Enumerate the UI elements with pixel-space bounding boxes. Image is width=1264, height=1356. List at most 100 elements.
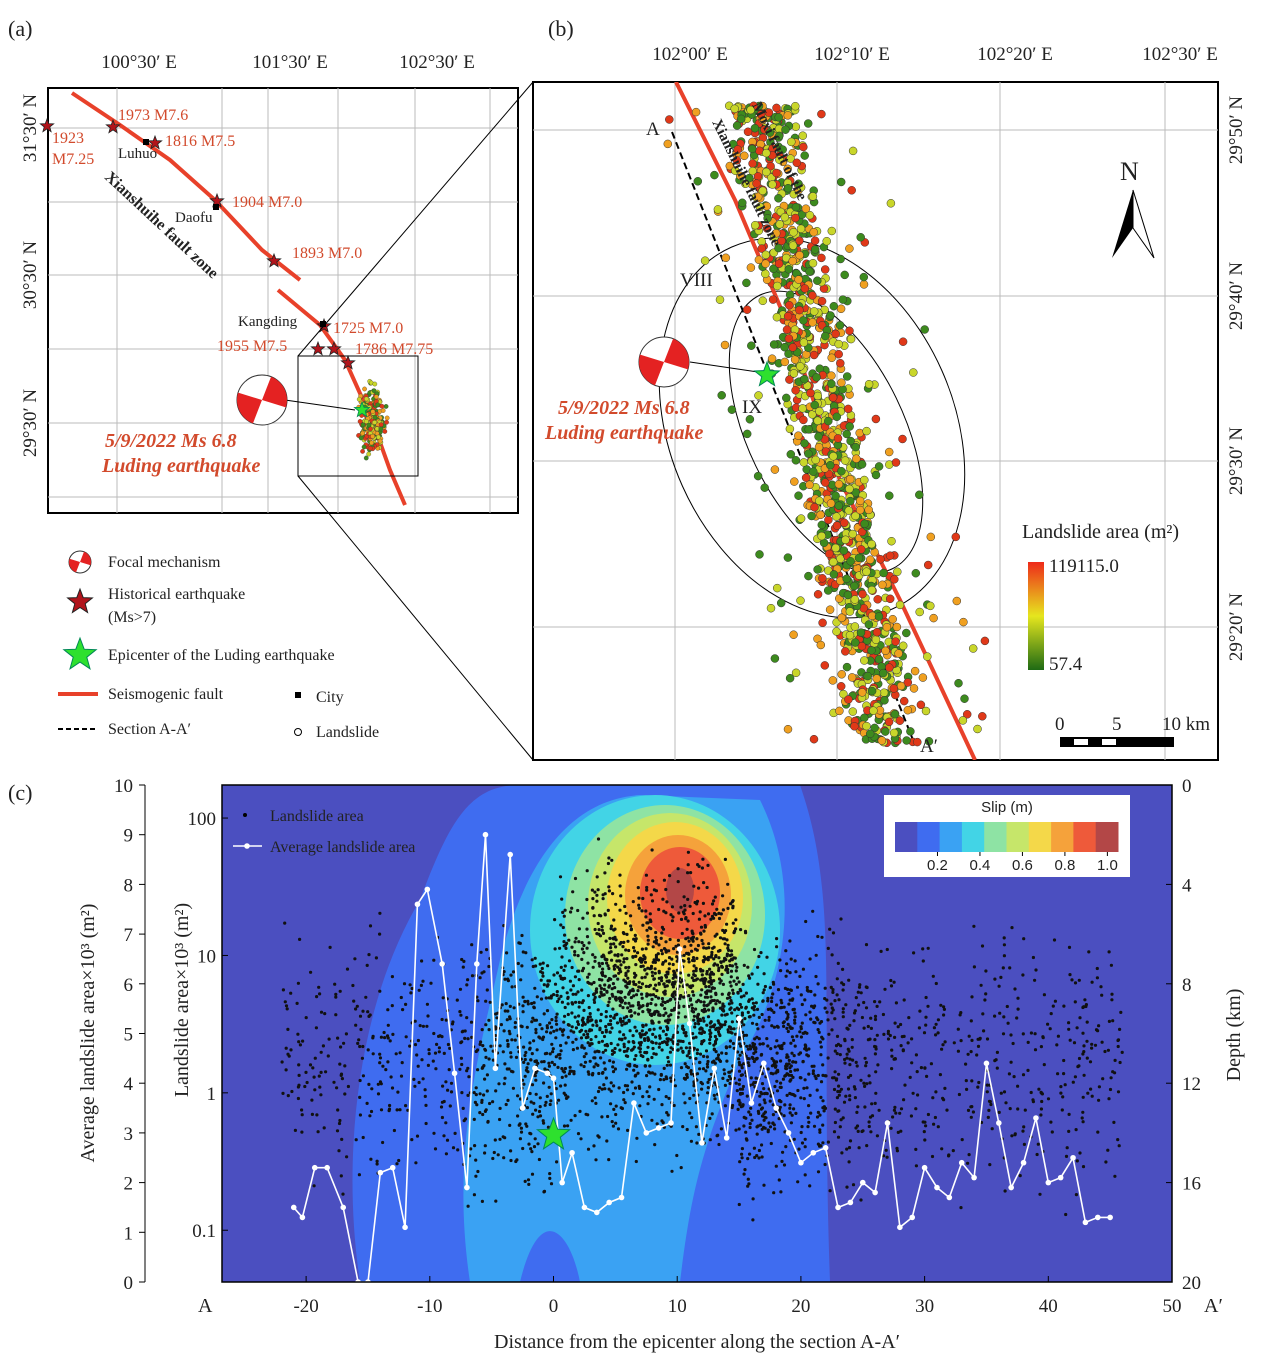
slip-title: Slip (m) — [981, 799, 1033, 816]
landslide-dot — [637, 897, 640, 900]
landslide-dot — [720, 1127, 723, 1130]
landslide — [804, 572, 812, 580]
landslide-dot — [613, 1017, 616, 1020]
landslide-dot — [817, 1028, 820, 1031]
scale-label: 10 km — [1162, 714, 1210, 735]
landslide-dot — [571, 1001, 574, 1004]
landslide-dot — [959, 1011, 962, 1014]
landslide-dot — [576, 909, 579, 912]
landslide — [875, 613, 883, 621]
landslide-dot — [882, 1013, 885, 1016]
landslide-dot — [581, 947, 584, 950]
section-end: A′ — [920, 736, 938, 757]
landslide-dot — [821, 1099, 824, 1102]
landslide-dot — [506, 1010, 509, 1013]
landslide-dot — [1114, 1059, 1117, 1062]
landslide-dot — [793, 1069, 796, 1072]
landslide-dot — [395, 1162, 398, 1165]
landslide-dot — [285, 1004, 288, 1007]
landslide-dot — [988, 1100, 991, 1103]
landslide — [969, 645, 977, 653]
landslide-dot — [687, 952, 690, 955]
landslide-dot — [574, 877, 577, 880]
landslide-dot — [632, 946, 635, 949]
landslide-dot — [686, 871, 689, 874]
landslide-dot — [679, 906, 682, 909]
landslide-dot — [410, 1138, 413, 1141]
landslide — [768, 355, 776, 363]
landslide — [714, 205, 722, 213]
landslide-dot — [732, 899, 735, 902]
landslide-dot — [993, 978, 996, 981]
landslide-dot — [536, 995, 539, 998]
landslide-dot — [706, 1065, 709, 1068]
landslide-dot — [362, 1074, 365, 1077]
landslide-dot — [687, 1066, 690, 1069]
landslide-dot — [494, 1089, 497, 1092]
landslide-dot — [756, 1008, 759, 1011]
landslide-dot — [890, 1049, 893, 1052]
landslide-dot — [863, 1027, 866, 1030]
landslide-dot — [775, 1061, 778, 1064]
landslide-dot — [598, 995, 601, 998]
landslide-dot — [702, 1067, 705, 1070]
landslide-dot — [282, 988, 285, 991]
landslide-dot — [384, 1068, 387, 1071]
landslide-dot — [602, 955, 605, 958]
landslide-dot — [536, 1048, 539, 1051]
landslide — [737, 115, 745, 123]
landslide-dot — [678, 997, 681, 1000]
landslide-dot — [856, 1064, 859, 1067]
landslide — [878, 737, 886, 745]
landslide-dot — [339, 1045, 342, 1048]
landslide — [923, 653, 931, 661]
landslide-dot — [645, 947, 648, 950]
landslide-dot — [604, 1067, 607, 1070]
landslide-dot — [424, 1104, 427, 1107]
landslide-dot — [783, 1006, 786, 1009]
landslide-dot — [771, 1121, 774, 1124]
landslide-dot — [624, 966, 627, 969]
landslide-dot — [821, 1124, 824, 1127]
landslide-dot — [839, 917, 842, 920]
landslide-dot — [570, 1119, 573, 1122]
landslide-dot — [734, 927, 737, 930]
landslide-dot — [527, 1143, 530, 1146]
slip-tick-label: 0.6 — [1012, 857, 1033, 874]
landslide — [359, 436, 363, 440]
landslide-dot — [632, 1092, 635, 1095]
landslide-dot — [473, 1144, 476, 1147]
landslide-dot — [512, 1087, 515, 1090]
landslide-dot — [986, 1037, 989, 1040]
landslide-dot — [481, 1028, 484, 1031]
average-point — [545, 1070, 551, 1076]
landslide-dot — [932, 1123, 935, 1126]
landslide-dot — [1004, 1101, 1007, 1104]
landslide-dot — [861, 1129, 864, 1132]
landslide-dot — [721, 1008, 724, 1011]
landslide-dot — [780, 1047, 783, 1050]
landslide-dot — [638, 981, 641, 984]
landslide-dot — [931, 1096, 934, 1099]
landslide-dot — [681, 1125, 684, 1128]
landslide-dot — [620, 953, 623, 956]
landslide-dot — [388, 1104, 391, 1107]
landslide — [893, 623, 901, 631]
landslide-dot — [820, 1045, 823, 1048]
landslide-dot — [381, 1065, 384, 1068]
landslide-dot — [367, 1083, 370, 1086]
landslide-dot — [1038, 1193, 1041, 1196]
landslide-dot — [531, 1083, 534, 1086]
landslide-dot — [873, 1045, 876, 1048]
landslide-dot — [541, 975, 544, 978]
landslide-dot — [646, 921, 649, 924]
landslide-dot — [519, 978, 522, 981]
landslide-dot — [865, 1061, 868, 1064]
landslide-dot — [769, 1007, 772, 1010]
landslide — [873, 675, 881, 683]
landslide-dot — [605, 958, 608, 961]
landslide-dot — [796, 1089, 799, 1092]
landslide-dot — [627, 1040, 630, 1043]
landslide — [930, 614, 938, 622]
landslide-dot — [924, 1016, 927, 1019]
